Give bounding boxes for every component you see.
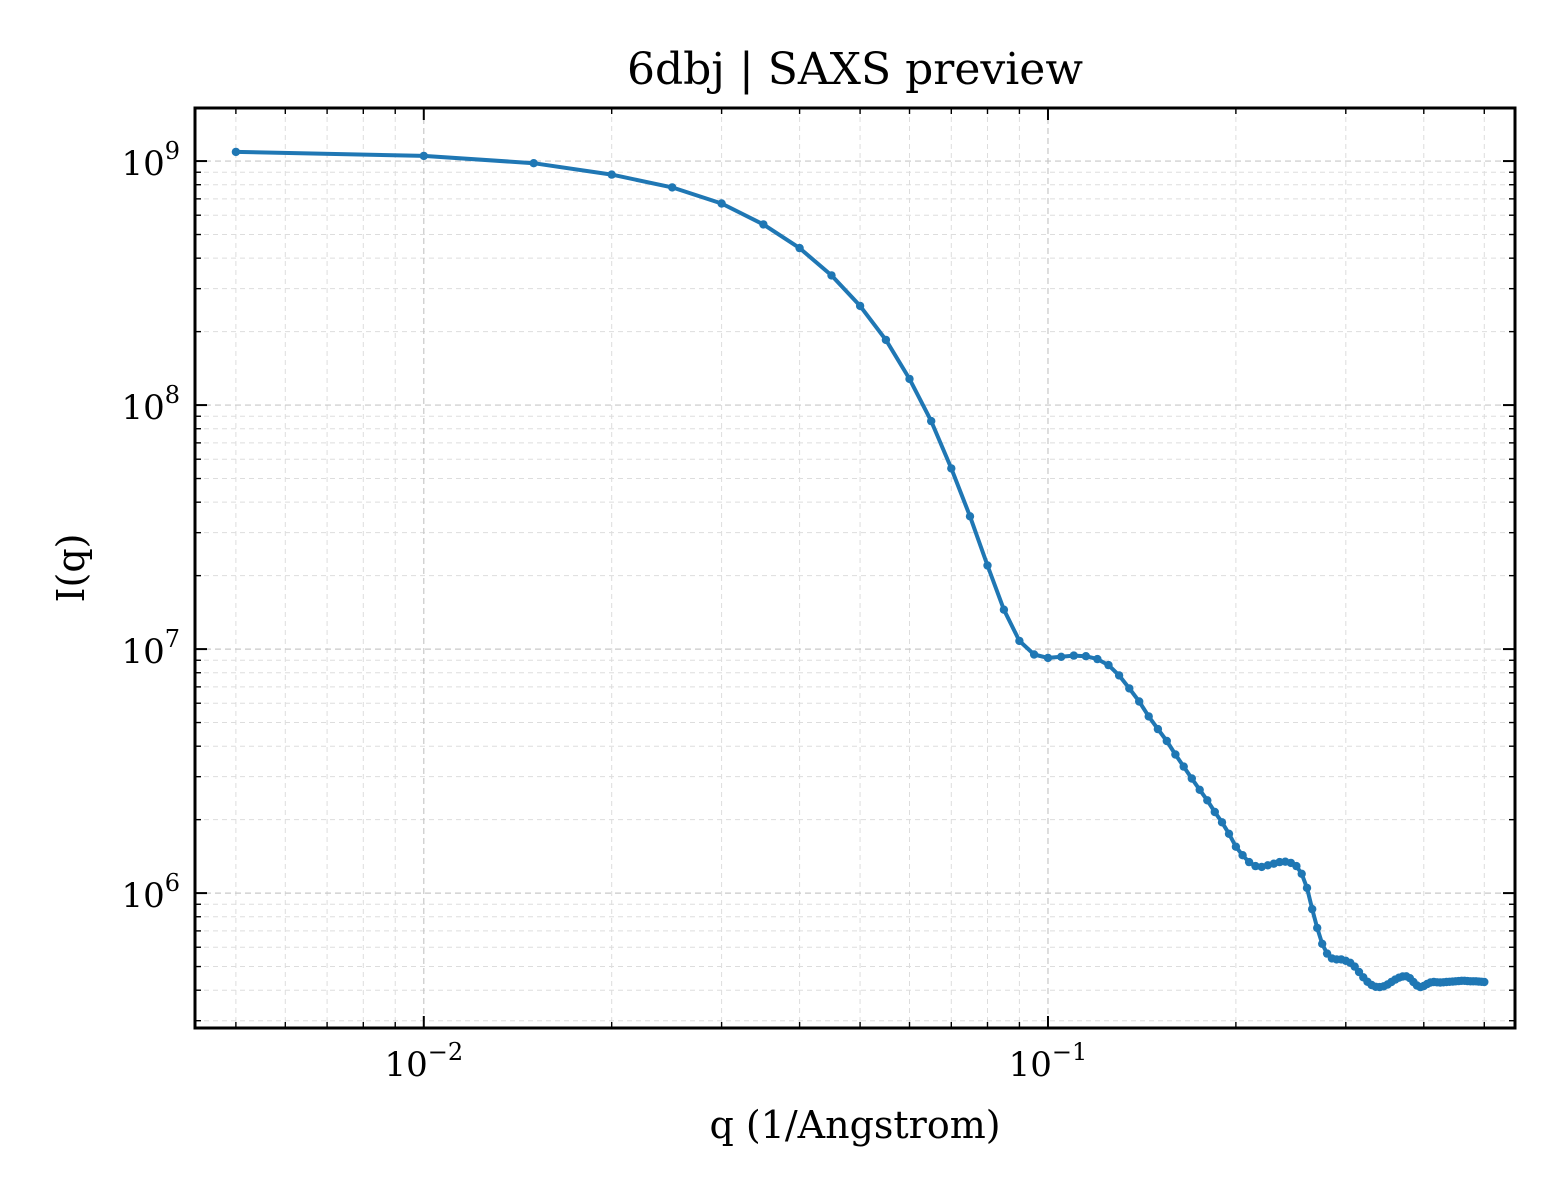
data-point — [905, 374, 914, 384]
data-point — [1171, 750, 1180, 759]
tick-labels: 10−2 10−1 106 107 108 109 — [121, 137, 1087, 1085]
data-point — [607, 170, 616, 179]
y-tick-label: 108 — [121, 381, 180, 428]
data-point — [1125, 684, 1134, 693]
data-point — [1179, 762, 1188, 771]
data-point — [1135, 697, 1144, 706]
plot-frame — [193, 106, 1517, 1030]
data-point — [1302, 883, 1312, 893]
data-point — [1224, 829, 1234, 838]
data-point — [1313, 923, 1322, 933]
data-point — [1153, 724, 1163, 734]
data-point — [855, 301, 865, 311]
data-point — [1093, 654, 1102, 664]
data-point — [983, 561, 992, 570]
data-point — [1015, 636, 1024, 646]
data-point — [668, 183, 677, 192]
data-point — [717, 199, 726, 208]
chart-title: 6dbj | SAXS preview — [627, 44, 1083, 95]
data-point — [1238, 851, 1247, 860]
minor-gridlines — [195, 108, 1515, 1028]
data-point — [1162, 736, 1172, 746]
data-point — [999, 605, 1009, 614]
data-point — [1057, 652, 1066, 661]
data-point — [1144, 712, 1153, 721]
data-point — [1244, 857, 1254, 867]
data-point — [947, 464, 956, 473]
y-tick-label: 107 — [121, 625, 180, 672]
data-point — [419, 151, 428, 161]
data-point — [1114, 671, 1124, 680]
data-point — [1069, 651, 1079, 660]
data-point — [1203, 796, 1212, 805]
series-layer — [231, 147, 1489, 992]
data-point — [827, 271, 836, 280]
data-point — [1195, 785, 1204, 794]
data-point — [1251, 861, 1260, 871]
data-point — [927, 416, 936, 426]
data-point — [1029, 650, 1039, 659]
data-point — [1297, 869, 1306, 878]
x-axis-label: q (1/Angstrom) — [709, 1103, 1000, 1147]
data-point — [1081, 652, 1091, 661]
data-point — [759, 220, 768, 229]
y-tick-label: 109 — [121, 137, 180, 184]
data-point — [1308, 904, 1317, 914]
major-gridlines — [195, 108, 1515, 1028]
data-point — [1480, 977, 1489, 987]
data-point — [881, 335, 891, 345]
data-point — [1318, 939, 1327, 948]
data-point — [1217, 818, 1227, 827]
data-point — [1231, 842, 1241, 851]
data-point — [965, 512, 975, 521]
y-axis-label: I(q) — [49, 534, 93, 603]
y-tick-label: 106 — [121, 869, 180, 916]
data-point — [1104, 660, 1113, 670]
data-point — [1292, 861, 1301, 871]
data-point — [1187, 774, 1197, 783]
data-point — [1043, 653, 1053, 663]
x-tick-label: 10−1 — [1009, 1038, 1088, 1085]
data-point — [231, 147, 241, 157]
x-tick-label: 10−2 — [384, 1038, 463, 1085]
data-point — [795, 243, 804, 253]
data-point — [1210, 807, 1220, 817]
data-point — [529, 159, 538, 168]
